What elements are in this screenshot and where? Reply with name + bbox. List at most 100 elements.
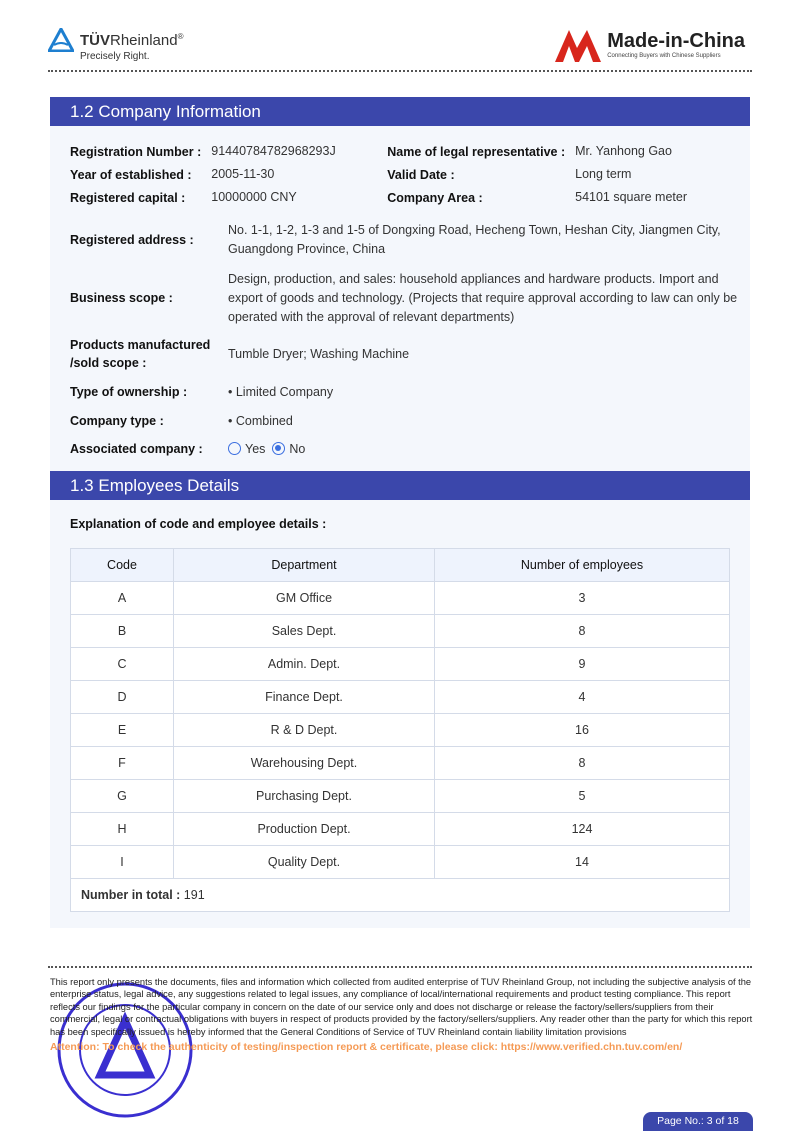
section-title-company: 1.2 Company Information (50, 97, 750, 126)
cell-employees: 5 (434, 779, 730, 813)
explanation-label: Explanation of code and employee details… (70, 517, 327, 531)
capital-value: 10000000 CNY (211, 190, 297, 204)
valid-label: Valid Date : (387, 167, 455, 182)
year-value: 2005-11-30 (211, 167, 275, 181)
scope-label: Business scope : (70, 291, 173, 305)
cell-department: Production Dept. (173, 812, 435, 846)
cell-code: A (70, 581, 174, 615)
type-text: Combined (235, 413, 293, 428)
cell-code: F (70, 746, 174, 780)
associated-yes-radio[interactable] (228, 441, 241, 455)
employees-table: Code Department Number of employees A GM … (70, 548, 730, 912)
cell-code: C (70, 647, 174, 681)
cell-employees: 9 (434, 647, 730, 681)
cell-employees: 16 (434, 713, 730, 747)
capital-label: Registered capital : (70, 190, 186, 205)
area-value: 54101 square meter (575, 190, 688, 204)
tuv-tagline: Precisely Right. (80, 51, 150, 62)
info-row: Associated company : Yes No (70, 435, 738, 463)
col-employees: Number of employees (434, 548, 730, 582)
mic-tagline: Connecting Buyers with Chinese Suppliers (607, 53, 721, 59)
cell-employees: 14 (434, 845, 730, 879)
cell-department: Purchasing Dept. (173, 779, 435, 813)
total-value: 191 (183, 888, 205, 902)
type-value: • Combined (228, 413, 293, 428)
total-cell: Number in total : 191 (70, 878, 730, 912)
cell-code: I (70, 845, 174, 879)
tuv-logo: TÜVRheinland® Precisely Right. (48, 28, 183, 62)
scope-value: Design, production, and sales: household… (228, 271, 738, 324)
info-row: Business scope : Design, production, and… (70, 265, 738, 331)
table-header-row: Code Department Number of employees (70, 548, 730, 582)
table-row: A GM Office 3 (70, 581, 730, 615)
associated-no-radio[interactable] (272, 441, 286, 455)
assessment-stamp-icon (57, 982, 193, 1118)
table-row: G Purchasing Dept. 5 (70, 779, 730, 813)
cell-code: B (70, 614, 174, 648)
cell-employees: 124 (434, 812, 730, 846)
info-row: Registered address : No. 1-1, 1-2, 1-3 a… (70, 215, 738, 265)
legal-rep-label: Name of legal representative : (387, 144, 566, 159)
verification-link[interactable]: Attention: To check the authenticity of … (50, 1041, 683, 1054)
ownership-label: Type of ownership : (70, 385, 188, 399)
table-row: F Warehousing Dept. 8 (70, 746, 730, 780)
table-row: D Finance Dept. 4 (70, 680, 730, 714)
table-row: H Production Dept. 124 (70, 812, 730, 846)
tuv-reg: ® (177, 32, 184, 41)
registration-number-label: Registration Number : (70, 144, 202, 159)
col-department: Department (173, 548, 435, 582)
associated-radio-group: Yes No (228, 435, 738, 463)
associated-yes-label: Yes (245, 441, 266, 456)
cell-employees: 3 (434, 581, 730, 615)
cell-department: Warehousing Dept. (173, 746, 435, 780)
cell-department: Finance Dept. (173, 680, 435, 714)
valid-value: Long term (575, 167, 632, 181)
mic-brand: Made-in-China (607, 30, 745, 52)
made-in-china-logo: Made-in-China Connecting Buyers with Chin… (555, 28, 745, 62)
info-row: Year of established : 2005-11-30 Valid D… (70, 163, 687, 186)
cell-code: G (70, 779, 174, 813)
page-number: Page No.: 3 of 18 (643, 1112, 753, 1131)
mic-m-icon (555, 30, 602, 62)
associated-no-label: No (289, 441, 306, 456)
address-label: Registered address : (70, 233, 194, 247)
area-label: Company Area : (387, 190, 483, 205)
table-row: I Quality Dept. 14 (70, 845, 730, 879)
registration-number-value: 91440784782968293J (211, 144, 336, 158)
cell-department: R & D Dept. (173, 713, 435, 747)
year-label: Year of established : (70, 167, 192, 182)
cell-department: Admin. Dept. (173, 647, 435, 681)
cell-department: Sales Dept. (173, 614, 435, 648)
ownership-value: • Limited Company (228, 384, 334, 399)
company-details: Registered address : No. 1-1, 1-2, 1-3 a… (70, 215, 738, 463)
cell-employees: 4 (434, 680, 730, 714)
cell-department: Quality Dept. (173, 845, 435, 879)
footer: This report only presents the documents,… (50, 976, 755, 1054)
tuv-brand-bold: TÜV (80, 32, 110, 49)
products-value: Tumble Dryer; Washing Machine (228, 346, 410, 361)
legal-rep-value: Mr. Yanhong Gao (575, 144, 672, 158)
col-code: Code (70, 548, 174, 582)
content-panel: 1.2 Company Information Registration Num… (50, 97, 750, 928)
tuv-brand: Rheinland (110, 32, 178, 49)
total-label: Number in total : (81, 888, 181, 902)
cell-employees: 8 (434, 746, 730, 780)
cell-department: GM Office (173, 581, 435, 615)
info-row: Registration Number : 91440784782968293J… (70, 140, 687, 163)
type-label: Company type : (70, 414, 164, 428)
total-row: Number in total : 191 (70, 878, 730, 912)
info-row: Products manufactured /sold scope : Tumb… (70, 331, 738, 377)
cell-employees: 8 (434, 614, 730, 648)
tuv-triangle-icon (48, 28, 74, 52)
table-row: C Admin. Dept. 9 (70, 647, 730, 681)
section-title-employees: 1.3 Employees Details (50, 471, 750, 500)
info-row: Company type : • Combined (70, 407, 738, 435)
cell-code: E (70, 713, 174, 747)
table-row: B Sales Dept. 8 (70, 614, 730, 648)
products-label: Products manufactured /sold scope : (70, 338, 211, 370)
address-value: No. 1-1, 1-2, 1-3 and 1-5 of Dongxing Ro… (228, 223, 721, 256)
disclaimer: This report only presents the documents,… (50, 977, 753, 1037)
info-row: Type of ownership : • Limited Company (70, 377, 738, 407)
company-summary: Registration Number : 91440784782968293J… (70, 140, 687, 209)
